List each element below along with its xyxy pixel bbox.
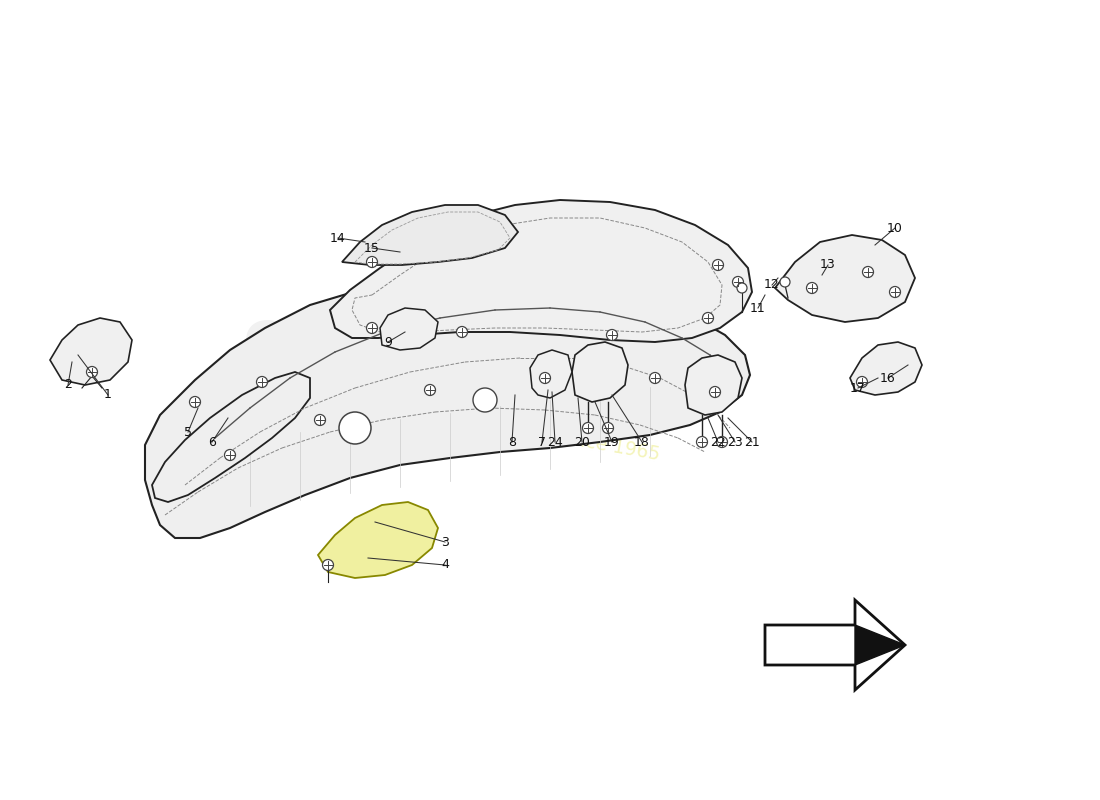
Circle shape xyxy=(696,437,707,447)
Polygon shape xyxy=(572,342,628,402)
Circle shape xyxy=(649,373,660,383)
Polygon shape xyxy=(530,350,572,398)
Circle shape xyxy=(716,437,727,447)
Text: 8: 8 xyxy=(508,435,516,449)
Circle shape xyxy=(583,422,594,434)
Text: 17: 17 xyxy=(850,382,866,394)
Circle shape xyxy=(806,282,817,294)
Text: 9: 9 xyxy=(384,335,392,349)
Circle shape xyxy=(366,257,377,267)
Circle shape xyxy=(456,326,468,338)
Text: 19: 19 xyxy=(604,435,620,449)
Circle shape xyxy=(539,373,550,383)
Circle shape xyxy=(339,412,371,444)
Circle shape xyxy=(315,414,326,426)
Circle shape xyxy=(857,377,868,387)
Circle shape xyxy=(703,313,714,323)
Polygon shape xyxy=(330,200,752,342)
Text: 5: 5 xyxy=(184,426,192,438)
Polygon shape xyxy=(152,372,310,502)
Circle shape xyxy=(733,277,744,287)
Text: 1: 1 xyxy=(104,389,112,402)
Text: 12: 12 xyxy=(764,278,780,291)
Polygon shape xyxy=(50,318,132,385)
Text: 6: 6 xyxy=(208,435,216,449)
Circle shape xyxy=(780,277,790,287)
Circle shape xyxy=(256,377,267,387)
Polygon shape xyxy=(685,355,742,415)
Circle shape xyxy=(425,385,436,395)
Text: 14: 14 xyxy=(330,231,345,245)
Circle shape xyxy=(322,559,333,570)
Circle shape xyxy=(606,330,617,341)
Circle shape xyxy=(473,388,497,412)
Polygon shape xyxy=(764,600,905,690)
Circle shape xyxy=(862,266,873,278)
Circle shape xyxy=(890,286,901,298)
Text: a passion for parts since 1965: a passion for parts since 1965 xyxy=(378,396,661,464)
Polygon shape xyxy=(318,502,438,578)
Text: 10: 10 xyxy=(887,222,903,234)
Polygon shape xyxy=(776,235,915,322)
Circle shape xyxy=(224,450,235,461)
Circle shape xyxy=(87,366,98,378)
Text: 13: 13 xyxy=(821,258,836,271)
Polygon shape xyxy=(379,308,438,350)
Polygon shape xyxy=(850,342,922,395)
Text: 20: 20 xyxy=(574,435,590,449)
Text: 2: 2 xyxy=(64,378,72,391)
Text: 4: 4 xyxy=(441,558,449,571)
Circle shape xyxy=(713,259,724,270)
Polygon shape xyxy=(342,205,518,265)
Text: eu12parts: eu12parts xyxy=(243,306,658,374)
Text: 3: 3 xyxy=(441,535,449,549)
Text: 23: 23 xyxy=(727,435,742,449)
Text: 16: 16 xyxy=(880,371,895,385)
Circle shape xyxy=(737,283,747,293)
Text: 24: 24 xyxy=(547,435,563,449)
Polygon shape xyxy=(145,278,750,538)
Text: 22: 22 xyxy=(711,435,726,449)
Polygon shape xyxy=(855,625,905,665)
Text: 21: 21 xyxy=(744,435,760,449)
Circle shape xyxy=(603,422,614,434)
Text: 18: 18 xyxy=(634,435,650,449)
Text: 15: 15 xyxy=(364,242,380,254)
Circle shape xyxy=(189,397,200,407)
Text: 11: 11 xyxy=(750,302,766,314)
Circle shape xyxy=(710,386,720,398)
Text: 7: 7 xyxy=(538,435,546,449)
Circle shape xyxy=(366,322,377,334)
